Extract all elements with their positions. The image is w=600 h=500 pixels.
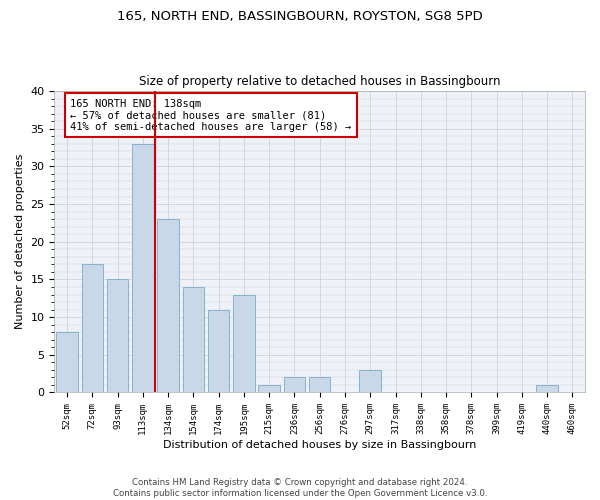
Bar [157, 219, 179, 392]
Text: Contains HM Land Registry data © Crown copyright and database right 2024.
Contai: Contains HM Land Registry data © Crown c… [113, 478, 487, 498]
Title: Size of property relative to detached houses in Bassingbourn: Size of property relative to detached ho… [139, 76, 500, 88]
Bar [56, 332, 78, 392]
Bar [107, 280, 128, 392]
Text: 165 NORTH END: 138sqm
← 57% of detached houses are smaller (81)
41% of semi-deta: 165 NORTH END: 138sqm ← 57% of detached … [70, 98, 352, 132]
X-axis label: Distribution of detached houses by size in Bassingbourn: Distribution of detached houses by size … [163, 440, 476, 450]
Bar [182, 287, 204, 393]
Bar [359, 370, 381, 392]
Text: 165, NORTH END, BASSINGBOURN, ROYSTON, SG8 5PD: 165, NORTH END, BASSINGBOURN, ROYSTON, S… [117, 10, 483, 23]
Bar [284, 378, 305, 392]
Bar [82, 264, 103, 392]
Bar [208, 310, 229, 392]
Y-axis label: Number of detached properties: Number of detached properties [15, 154, 25, 330]
Bar [309, 378, 331, 392]
Bar [132, 144, 154, 392]
Bar [233, 294, 254, 392]
Bar [536, 385, 558, 392]
Bar [259, 385, 280, 392]
